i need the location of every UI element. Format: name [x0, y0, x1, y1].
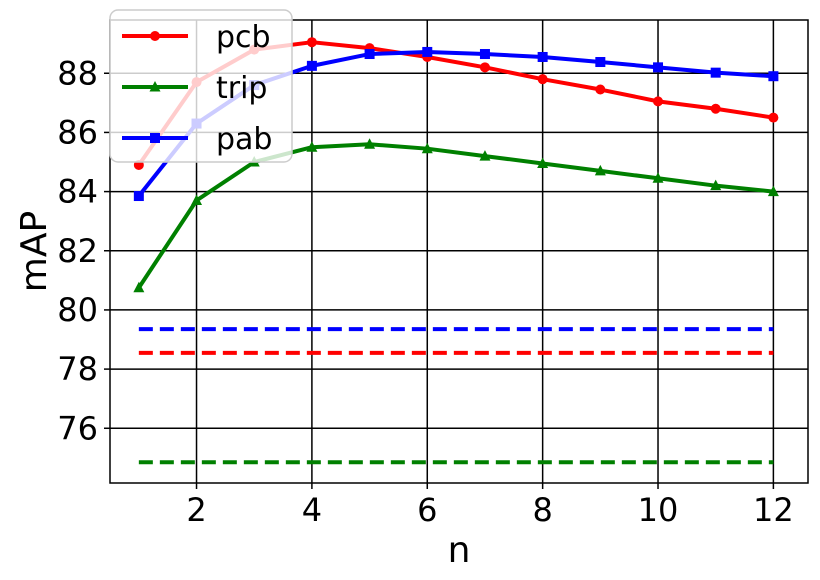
- data-point-trip: [710, 179, 722, 191]
- series-trip: [133, 138, 779, 293]
- series-line-trip: [137, 142, 774, 289]
- data-point-pcb: [653, 96, 664, 107]
- data-point-trip: [421, 142, 433, 154]
- data-point-pcb: [595, 84, 606, 95]
- data-point-pab: [364, 49, 375, 60]
- y-tick-label: 86: [57, 113, 98, 151]
- legend-marker-pab: [150, 133, 160, 143]
- data-point-pab: [133, 191, 144, 202]
- data-point-trip: [652, 172, 664, 183]
- data-point-trip: [479, 150, 491, 161]
- legend: pcb trip pab: [109, 9, 293, 163]
- y-tick-label: 78: [57, 350, 98, 388]
- x-tick-label: 8: [532, 491, 552, 529]
- data-point-pcb: [479, 62, 490, 73]
- x-tick-label: 2: [186, 491, 206, 529]
- y-tick-label: 88: [57, 54, 98, 92]
- data-point-pcb: [306, 37, 317, 48]
- data-point-trip: [594, 164, 606, 176]
- x-tick-label: 4: [302, 491, 322, 529]
- data-point-pab: [537, 51, 548, 62]
- x-tick-label: 6: [417, 491, 437, 529]
- data-point-pcb: [710, 103, 721, 114]
- data-point-pab: [653, 62, 664, 73]
- x-axis-title: n: [448, 530, 471, 571]
- legend-label-trip: trip: [216, 71, 267, 106]
- legend-marker-pcb: [150, 31, 160, 41]
- data-point-pab: [595, 57, 606, 68]
- data-point-pab: [479, 49, 490, 60]
- y-tick-label: 76: [57, 409, 98, 447]
- ticks: 2 4 6 8 10 12 76 78 80 82 84 86 88: [57, 54, 793, 529]
- legend-label-pab: pab: [216, 122, 272, 157]
- data-point-pab: [710, 67, 721, 78]
- data-point-pcb: [768, 112, 779, 123]
- y-tick-label: 82: [57, 232, 98, 270]
- legend-label-pcb: pcb: [216, 20, 271, 55]
- data-point-pab: [306, 60, 317, 71]
- data-point-trip: [191, 194, 203, 205]
- data-point-trip: [364, 138, 376, 149]
- y-axis-title: mAP: [14, 211, 55, 292]
- x-tick-label: 12: [753, 491, 794, 529]
- y-tick-label: 84: [57, 173, 98, 211]
- legend-marker-trip: [149, 81, 161, 92]
- y-tick-label: 80: [57, 291, 98, 329]
- data-point-pcb: [537, 74, 548, 85]
- data-point-pab: [768, 71, 779, 82]
- data-point-trip: [133, 281, 145, 293]
- legend-box: [109, 9, 293, 163]
- data-point-pab: [422, 46, 433, 57]
- data-point-trip: [537, 157, 549, 168]
- data-point-trip: [306, 141, 318, 152]
- x-tick-label: 10: [638, 491, 679, 529]
- data-point-trip: [767, 185, 779, 197]
